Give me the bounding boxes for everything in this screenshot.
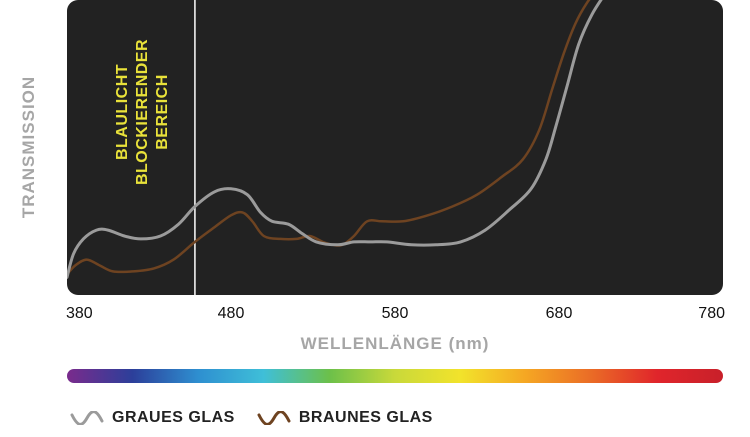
x-tick-label: 480	[218, 305, 245, 322]
legend-item-grey: GRAUES GLAS	[70, 409, 235, 427]
legend-swatch-grey	[70, 411, 104, 425]
region-label-line: BLAULICHT	[114, 64, 131, 160]
x-tick-label: 680	[546, 305, 573, 322]
x-tick-label: 780	[698, 305, 725, 322]
plot-area	[67, 0, 723, 295]
series-line-graues-glas	[67, 0, 607, 279]
legend: GRAUES GLAS BRAUNES GLAS	[70, 409, 455, 427]
legend-swatch-brown	[257, 411, 291, 425]
legend-item-brown: BRAUNES GLAS	[257, 409, 433, 427]
spectrum-bar	[67, 369, 723, 383]
region-label-line: BLOCKIERENDER	[134, 39, 151, 185]
y-axis-title: TRANSMISSION	[19, 76, 38, 218]
x-tick-label: 380	[66, 305, 93, 322]
region-label-line: BEREICH	[154, 74, 171, 150]
x-tick-label: 580	[382, 305, 409, 322]
series-line-braunes-glas	[67, 0, 598, 276]
legend-label-grey: GRAUES GLAS	[112, 409, 235, 426]
x-axis-title: WELLENLÄNGE (nm)	[301, 334, 490, 353]
legend-label-brown: BRAUNES GLAS	[298, 409, 433, 426]
